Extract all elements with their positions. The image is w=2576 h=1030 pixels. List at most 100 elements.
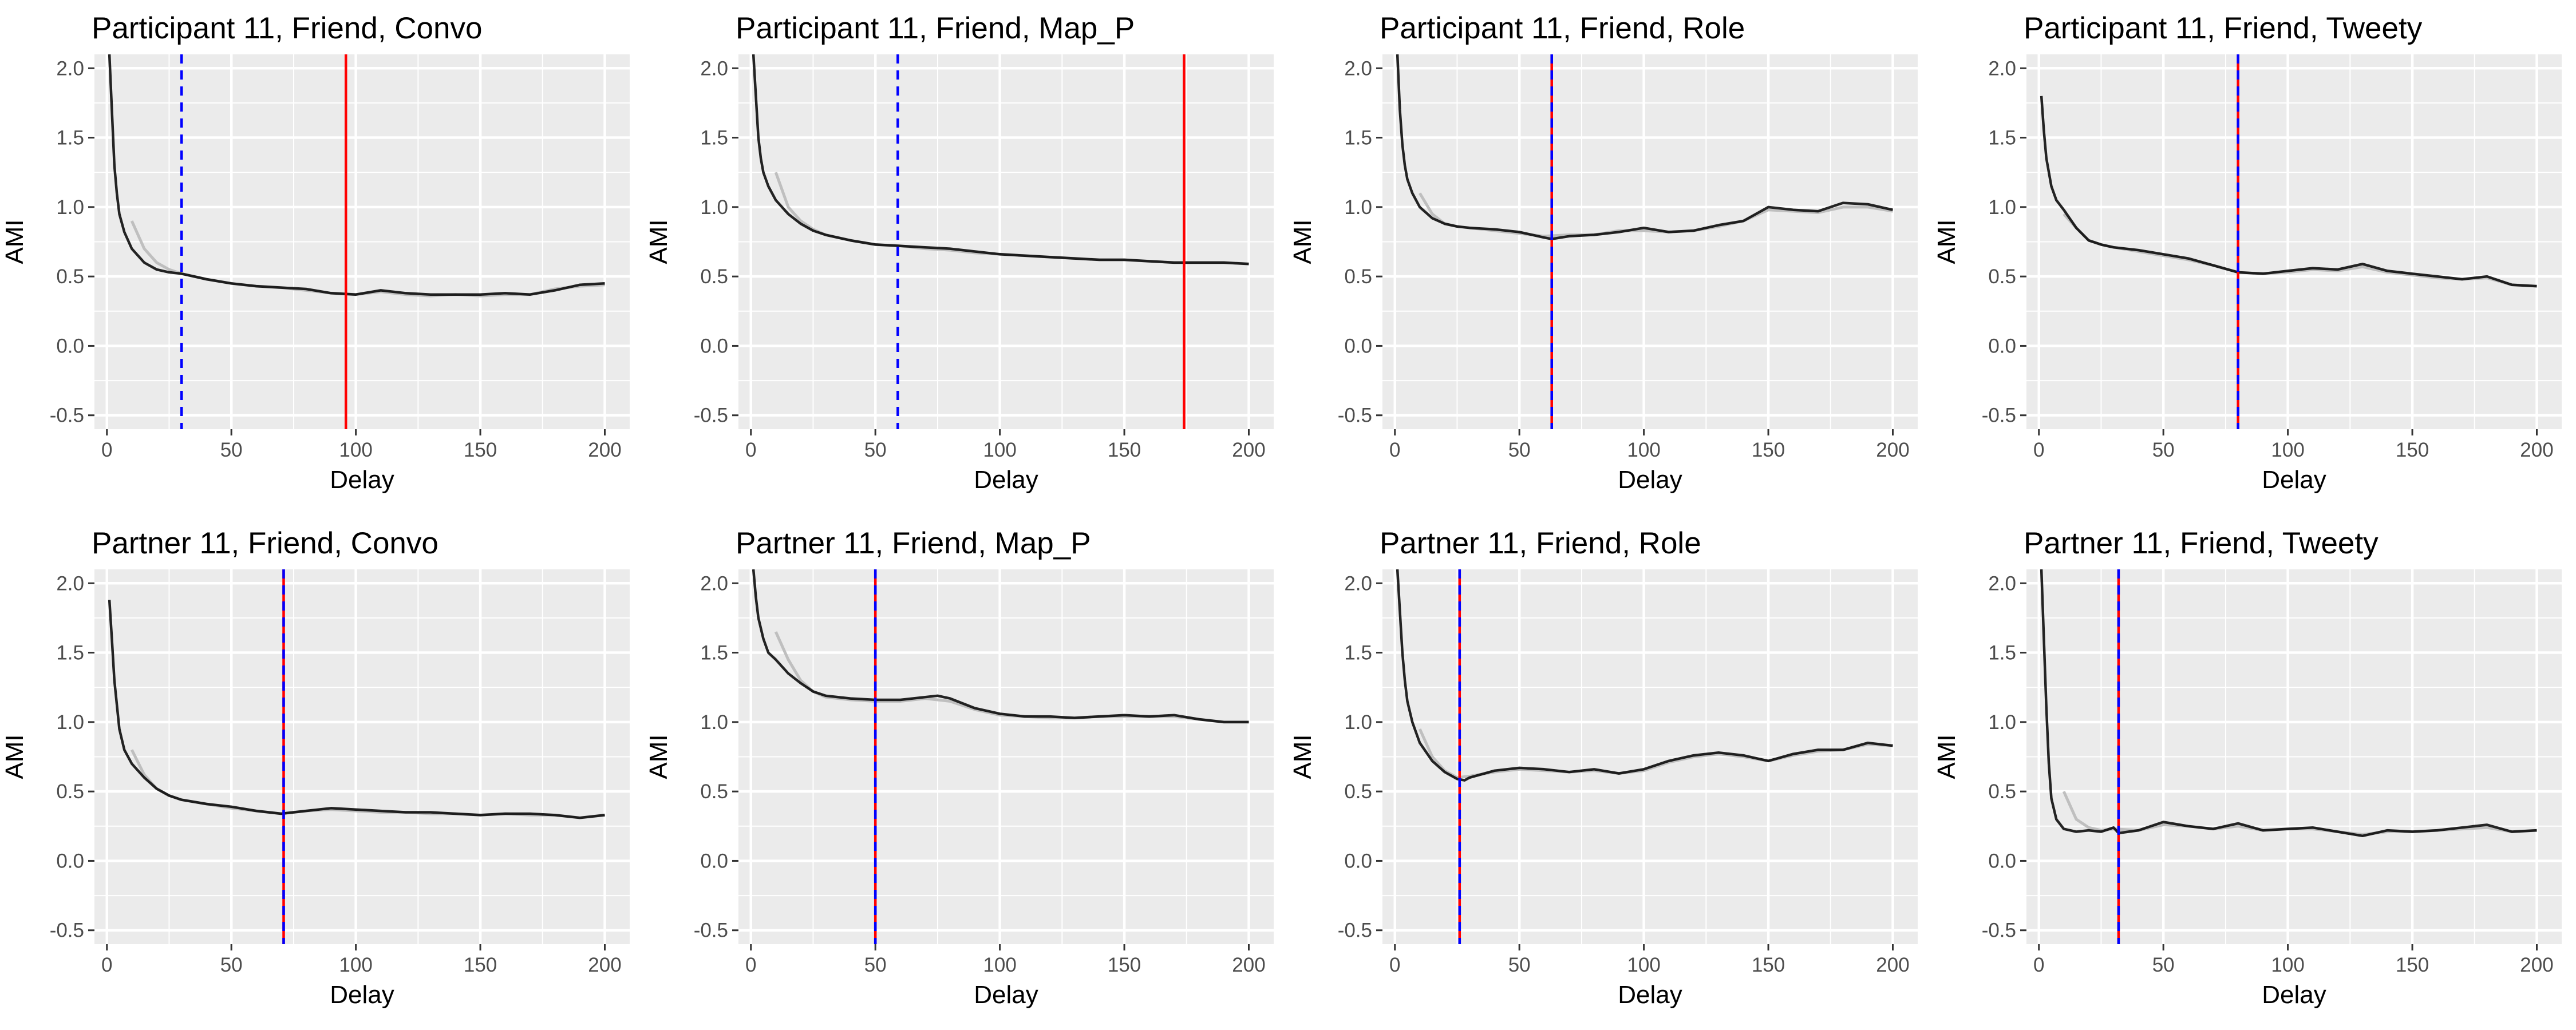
series-group (1396, 569, 1893, 782)
x-tick-label: 0 (101, 954, 112, 976)
y-tick-label: 2.0 (56, 57, 84, 80)
x-axis-label: Delay (974, 981, 1038, 1009)
y-tick-label: 1.5 (1988, 642, 2016, 664)
y-tick-label: 0.5 (56, 266, 84, 288)
x-axis-label: Delay (2262, 466, 2326, 494)
x-tick-label: 200 (2520, 439, 2553, 461)
x-tick-label: 50 (2152, 439, 2175, 461)
y-tick-label: 1.0 (1988, 196, 2016, 219)
chart-title: Partner 11, Friend, Tweety (2024, 526, 2379, 560)
x-tick-label: 100 (1627, 439, 1660, 461)
y-tick-label: 1.0 (700, 196, 728, 219)
chart-panel-8: Partner 11, Friend, Tweety 0 50 100 150 200 -0… (1933, 526, 2562, 1009)
axes: 0 50 100 150 200 -0.5 0.0 0.5 1.0 1.5 2.0 (1982, 57, 2554, 461)
axes: 0 50 100 150 200 -0.5 0.0 0.5 1.0 1.5 2.0 (50, 572, 622, 976)
x-tick-label: 100 (339, 439, 372, 461)
chart-title: Partner 11, Friend, Convo (92, 526, 438, 560)
y-axis-label: AMI (645, 734, 673, 779)
chart-panel-3: Participant 11, Friend, Role 0 50 100 150 200… (1289, 11, 1918, 494)
y-axis-label: AMI (645, 219, 673, 264)
x-tick-label: 100 (2271, 954, 2304, 976)
y-tick-label: 1.0 (56, 711, 84, 734)
chart-title: Participant 11, Friend, Role (1380, 11, 1745, 45)
y-tick-label: 1.5 (1988, 127, 2016, 149)
y-tick-label: 1.5 (1344, 642, 1372, 664)
series-line-1 (752, 54, 1249, 266)
chart-title: Partner 11, Friend, Role (1380, 526, 1701, 560)
x-tick-label: 100 (2271, 439, 2304, 461)
x-axis-label: Delay (1618, 981, 1682, 1009)
axes: 0 50 100 150 200 -0.5 0.0 0.5 1.0 1.5 2.0 (50, 57, 622, 461)
y-tick-label: 1.5 (56, 127, 84, 149)
x-tick-label: 150 (2396, 954, 2429, 976)
series-line-1 (108, 54, 605, 296)
x-axis-label: Delay (330, 981, 394, 1009)
x-tick-label: 150 (464, 439, 497, 461)
x-tick-label: 50 (220, 439, 243, 461)
axes: 0 50 100 150 200 -0.5 0.0 0.5 1.0 1.5 2.0 (1338, 572, 1910, 976)
y-tick-label: 1.0 (700, 711, 728, 734)
y-tick-label: 0.0 (1988, 850, 2016, 872)
series-group (108, 600, 605, 819)
y-tick-label: 0.0 (56, 850, 84, 872)
gridlines (94, 569, 630, 944)
axes: 0 50 100 150 200 -0.5 0.0 0.5 1.0 1.5 2.0 (1338, 57, 1910, 461)
chart-panel-7: Partner 11, Friend, Role 0 50 100 150 200 -0.5… (1289, 526, 1918, 1009)
y-tick-label: 1.5 (700, 127, 728, 149)
x-tick-label: 50 (2152, 954, 2175, 976)
y-tick-label: 0.5 (700, 781, 728, 803)
y-axis-label: AMI (1289, 219, 1317, 264)
x-tick-label: 200 (1876, 954, 1909, 976)
y-tick-label: -0.5 (50, 405, 84, 427)
x-tick-label: 0 (2033, 439, 2044, 461)
x-tick-label: 200 (1232, 954, 1265, 976)
series-line-1 (2040, 569, 2537, 838)
gridlines (2026, 569, 2562, 944)
x-tick-label: 50 (1508, 954, 1531, 976)
x-tick-label: 150 (1752, 954, 1785, 976)
series-group (752, 54, 1249, 266)
x-tick-label: 150 (2396, 439, 2429, 461)
x-tick-label: 150 (464, 954, 497, 976)
y-tick-label: 0.5 (1344, 781, 1372, 803)
x-tick-label: 200 (2520, 954, 2553, 976)
series-group (752, 569, 1249, 724)
x-tick-label: 0 (1389, 954, 1400, 976)
x-tick-label: 100 (983, 954, 1016, 976)
x-tick-label: 50 (864, 954, 887, 976)
x-tick-label: 50 (1508, 439, 1531, 461)
y-tick-label: 0.0 (700, 850, 728, 872)
y-tick-label: 0.5 (700, 266, 728, 288)
chart-panel-6: Partner 11, Friend, Map_P 0 50 100 150 200 -0.… (645, 526, 1274, 1009)
axes: 0 50 100 150 200 -0.5 0.0 0.5 1.0 1.5 2.0 (694, 572, 1266, 976)
y-tick-label: 0.5 (1988, 781, 2016, 803)
chart-title: Participant 11, Friend, Convo (92, 11, 482, 45)
axes: 0 50 100 150 200 -0.5 0.0 0.5 1.0 1.5 2.0 (1982, 572, 2554, 976)
y-tick-label: 1.5 (1344, 127, 1372, 149)
x-tick-label: 200 (588, 439, 621, 461)
x-tick-label: 0 (2033, 954, 2044, 976)
x-tick-label: 150 (1108, 954, 1141, 976)
y-tick-label: 2.0 (1988, 57, 2016, 80)
y-axis-label: AMI (1, 219, 29, 264)
y-axis-label: AMI (1933, 734, 1961, 779)
chart-title: Participant 11, Friend, Tweety (2024, 11, 2423, 45)
y-tick-label: -0.5 (50, 920, 84, 942)
series-group (108, 54, 605, 298)
gridlines (738, 569, 1274, 944)
gridlines (1382, 54, 1918, 429)
chart-panel-4: Participant 11, Friend, Tweety 0 50 100 150 2… (1933, 11, 2562, 494)
x-tick-label: 0 (101, 439, 112, 461)
x-tick-label: 0 (1389, 439, 1400, 461)
y-tick-label: 0.5 (1344, 266, 1372, 288)
y-tick-label: 0.0 (1344, 850, 1372, 872)
x-tick-label: 0 (745, 439, 756, 461)
y-tick-label: -0.5 (1338, 920, 1372, 942)
y-tick-label: 2.0 (1344, 57, 1372, 80)
chart-panel-5: Partner 11, Friend, Convo 0 50 100 150 200 -0.… (1, 526, 630, 1009)
y-tick-label: 0.5 (56, 781, 84, 803)
chart-title: Participant 11, Friend, Map_P (736, 11, 1135, 45)
y-axis-label: AMI (1933, 219, 1961, 264)
y-tick-label: 0.0 (1344, 335, 1372, 357)
gridlines (94, 54, 630, 429)
